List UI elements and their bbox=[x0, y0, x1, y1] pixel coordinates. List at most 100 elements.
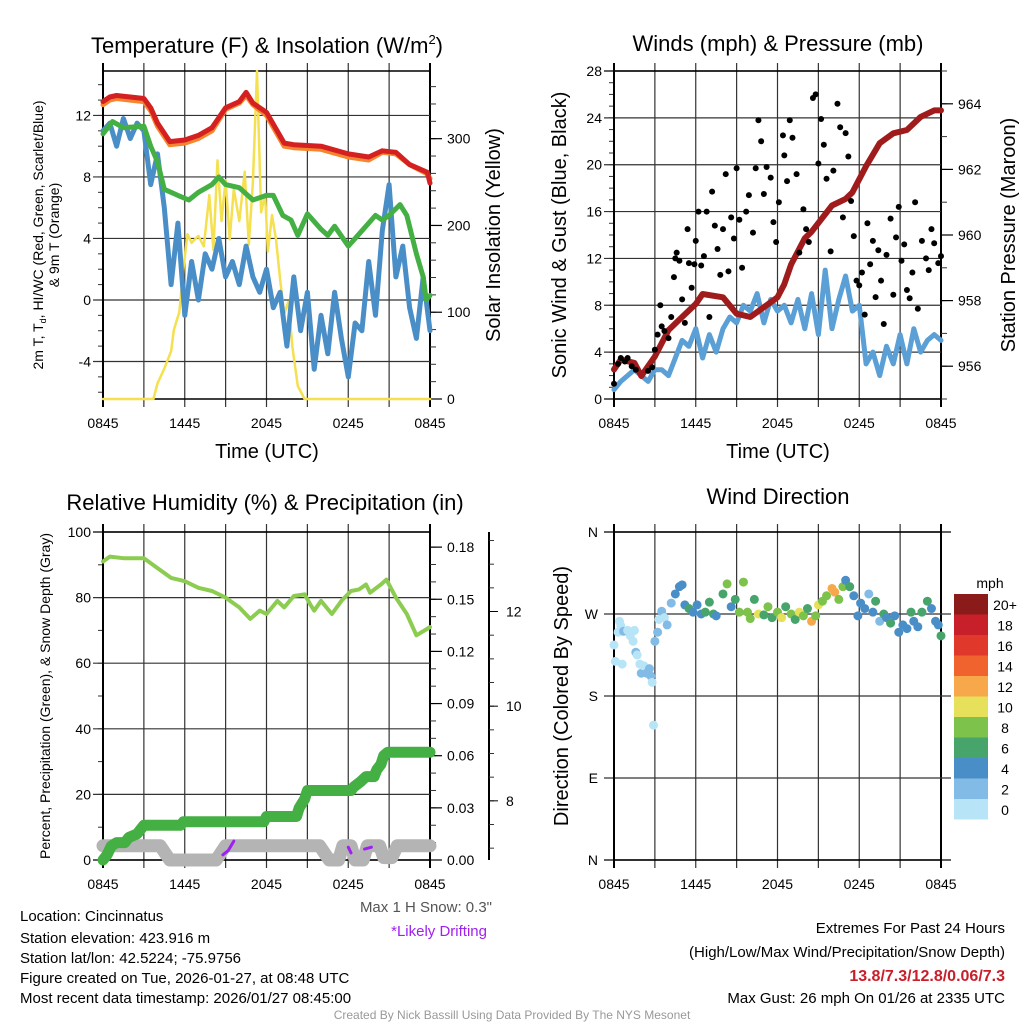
wind-direction-point bbox=[767, 613, 777, 623]
left-tick-label: S bbox=[589, 688, 598, 704]
gust-point bbox=[767, 174, 774, 181]
colorbar-swatch bbox=[954, 758, 988, 779]
colorbar-label: 18 bbox=[997, 618, 1013, 634]
right-tick-label: 0.09 bbox=[447, 696, 474, 712]
colorbar-label: 10 bbox=[997, 700, 1013, 716]
x-tick-label: 0845 bbox=[925, 415, 956, 431]
extremes-subheading: (High/Low/Max Wind/Precipitation/Snow De… bbox=[689, 944, 1005, 961]
gust-point bbox=[779, 132, 786, 139]
gust-point bbox=[867, 261, 874, 268]
wind-direction-point bbox=[610, 656, 620, 666]
gust-point bbox=[670, 274, 677, 281]
left-tick-label: 16 bbox=[586, 204, 602, 220]
gust-point bbox=[733, 165, 740, 172]
gust-point bbox=[752, 165, 759, 172]
wind-direction-point bbox=[700, 607, 710, 617]
left-tick-label: E bbox=[589, 770, 598, 786]
likely-drifting-note: *Likely Drifting bbox=[391, 923, 487, 940]
wind-direction-point bbox=[677, 580, 687, 590]
wind-direction-point bbox=[670, 589, 680, 599]
left-tick-label: N bbox=[588, 524, 598, 540]
x-tick-label: 2045 bbox=[762, 876, 793, 892]
left-tick-label: 4 bbox=[83, 230, 91, 246]
x-tick-label: 1445 bbox=[169, 876, 200, 892]
gust-point bbox=[739, 264, 746, 271]
gust-point bbox=[624, 355, 631, 361]
colorbar-swatch bbox=[954, 594, 988, 615]
left-tick-label: 20 bbox=[75, 786, 91, 802]
wind-direction-point bbox=[926, 604, 936, 614]
right-tick-label: 100 bbox=[447, 304, 471, 320]
wind-direction-point bbox=[841, 575, 851, 585]
gust-point bbox=[706, 314, 713, 320]
left-tick-label: 40 bbox=[75, 721, 91, 737]
colorbar-label: 8 bbox=[1001, 720, 1009, 736]
gust-point bbox=[853, 277, 860, 284]
gust-point bbox=[685, 260, 692, 267]
gust-point bbox=[709, 188, 716, 195]
wind-direction-point bbox=[886, 618, 896, 628]
gust-point bbox=[878, 277, 885, 284]
wind-direction-point bbox=[822, 591, 832, 601]
gust-point bbox=[901, 241, 908, 248]
wind-direction-point bbox=[644, 664, 654, 674]
recent-data-timestamp: Most recent data timestamp: 2026/01/27 0… bbox=[20, 990, 351, 1007]
right-tick-label: 962 bbox=[958, 161, 982, 177]
gust-point bbox=[887, 215, 894, 222]
wind-direction-point bbox=[745, 614, 755, 624]
left-tick-label: 0 bbox=[83, 292, 91, 308]
gust-point bbox=[812, 91, 819, 98]
wind-direction-chart-title: Wind Direction bbox=[706, 484, 849, 509]
snow-tick-label: 10 bbox=[506, 698, 522, 714]
gust-point bbox=[714, 246, 721, 253]
gust-point bbox=[906, 295, 913, 302]
wind-direction-point bbox=[845, 582, 855, 592]
gust-point bbox=[665, 335, 672, 342]
wind-direction-point bbox=[868, 607, 878, 617]
wind-direction-point bbox=[864, 589, 874, 599]
gust-point bbox=[834, 100, 841, 107]
x-tick-label: 0845 bbox=[925, 876, 956, 892]
gust-point bbox=[617, 355, 624, 361]
gust-point bbox=[805, 239, 812, 246]
wind-direction-point bbox=[798, 611, 808, 621]
station-elevation: Station elevation: 423.916 m bbox=[20, 930, 210, 947]
gust-point bbox=[711, 222, 718, 229]
colorbar-label: 0 bbox=[1001, 802, 1009, 818]
right-tick-label: 0.00 bbox=[447, 852, 474, 868]
station-location: Location: Cincinnatus bbox=[20, 908, 163, 925]
colorbar-swatch bbox=[954, 696, 988, 717]
wind-direction-point bbox=[763, 602, 773, 612]
left-tick-label: W bbox=[585, 606, 599, 622]
gust-point bbox=[883, 251, 890, 258]
humidity-axes: 0845 1445 2045 0245 0845 0 20 40 60 80 100 0.00 0.03… bbox=[68, 524, 474, 892]
left-tick-label: 60 bbox=[75, 655, 91, 671]
gust-point bbox=[684, 226, 691, 233]
direction-axis-label: Direction (Colored By Speed) bbox=[551, 566, 573, 826]
gust-point bbox=[725, 268, 732, 275]
speed-colorbar: mph 20+ 18 16 14 12 10 8 6 4 2 0 bbox=[954, 575, 1017, 820]
footer-credit: Created By Nick Bassill Using Data Provi… bbox=[334, 1008, 691, 1022]
right-tick-label: 0.15 bbox=[447, 591, 474, 607]
station-latlon: Station lat/lon: 42.5224; -75.9756 bbox=[20, 950, 241, 967]
likely-drifting-line bbox=[346, 845, 353, 855]
x-tick-label: 1445 bbox=[680, 415, 711, 431]
wind-direction-point bbox=[730, 594, 740, 604]
gust-point bbox=[800, 206, 807, 213]
gust-point bbox=[935, 260, 942, 267]
colorbar-label: 6 bbox=[1001, 741, 1009, 757]
colorbar-swatch bbox=[954, 799, 988, 820]
2m-td-line bbox=[100, 119, 433, 303]
wind-direction-point bbox=[871, 596, 881, 606]
gust-point bbox=[717, 271, 724, 278]
pressure-axis-label: Station Pressure (Maroon) bbox=[998, 118, 1020, 353]
relative-humidity-line bbox=[101, 554, 432, 638]
x-tick-label: 2045 bbox=[251, 876, 282, 892]
wind-direction-point bbox=[632, 650, 642, 660]
x-tick-label: 0245 bbox=[844, 415, 875, 431]
temperature-left-axis-label-line2: & 9m T (Orange) bbox=[46, 183, 62, 288]
figure-created: Figure created on Tue, 2026-01-27, at 08… bbox=[20, 970, 350, 987]
sonic-wind-line bbox=[611, 267, 944, 393]
gust-point bbox=[938, 253, 944, 260]
